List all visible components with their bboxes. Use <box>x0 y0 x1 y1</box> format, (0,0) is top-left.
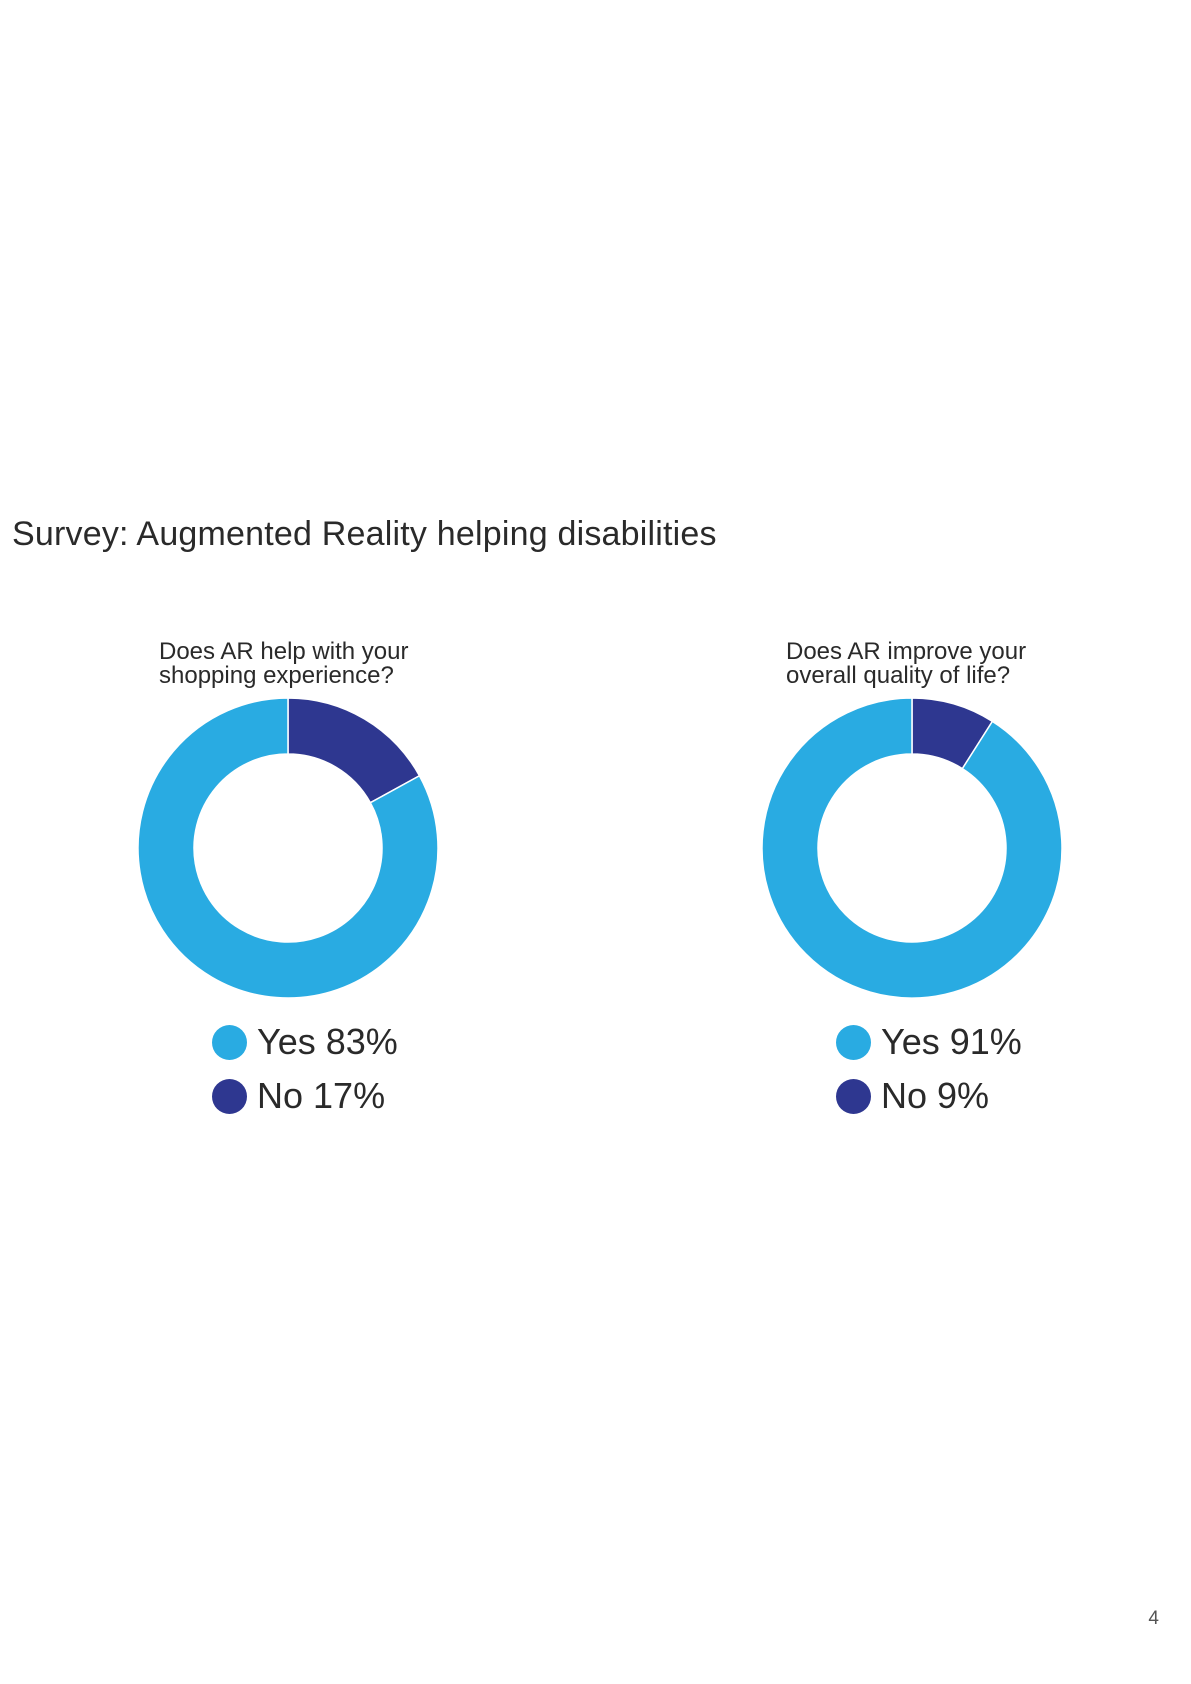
chart-title-line-2: overall quality of life? <box>786 662 1011 689</box>
legend-label-yes: Yes 91% <box>881 1021 1022 1062</box>
chart-title-line-1: Does AR help with your <box>159 638 409 665</box>
legend-swatch-no <box>212 1078 247 1114</box>
legend-swatch-yes <box>836 1024 871 1060</box>
chart-title: Does AR improve your overall quality of … <box>786 640 1026 688</box>
chart-title-line-2: shopping experience? <box>159 662 394 689</box>
legend-swatch-no <box>836 1078 871 1114</box>
legend-label-no: No 9% <box>881 1075 990 1116</box>
legend-item-yes: Yes 83% <box>212 1015 398 1069</box>
chart-title: Does AR help with your shopping experien… <box>159 640 408 688</box>
donut-slice-yes <box>138 698 438 998</box>
legend-label-yes: Yes 83% <box>257 1021 398 1062</box>
legend-item-yes: Yes 91% <box>836 1015 1022 1069</box>
legend-swatch-yes <box>212 1024 247 1060</box>
legend-label-no: No 17% <box>257 1075 386 1116</box>
donut-slice-yes <box>762 698 1062 998</box>
chart-legend: Yes 83% No 17% <box>212 1015 398 1123</box>
legend-item-no: No 17% <box>212 1069 398 1123</box>
donut-chart <box>762 698 1062 998</box>
chart-title-line-1: Does AR improve your <box>786 638 1027 665</box>
page-title: Survey: Augmented Reality helping disabi… <box>12 515 717 553</box>
chart-legend: Yes 91% No 9% <box>836 1015 1022 1123</box>
donut-chart <box>138 698 438 998</box>
legend-item-no: No 9% <box>836 1069 1022 1123</box>
page-number: 4 <box>1148 1608 1159 1629</box>
